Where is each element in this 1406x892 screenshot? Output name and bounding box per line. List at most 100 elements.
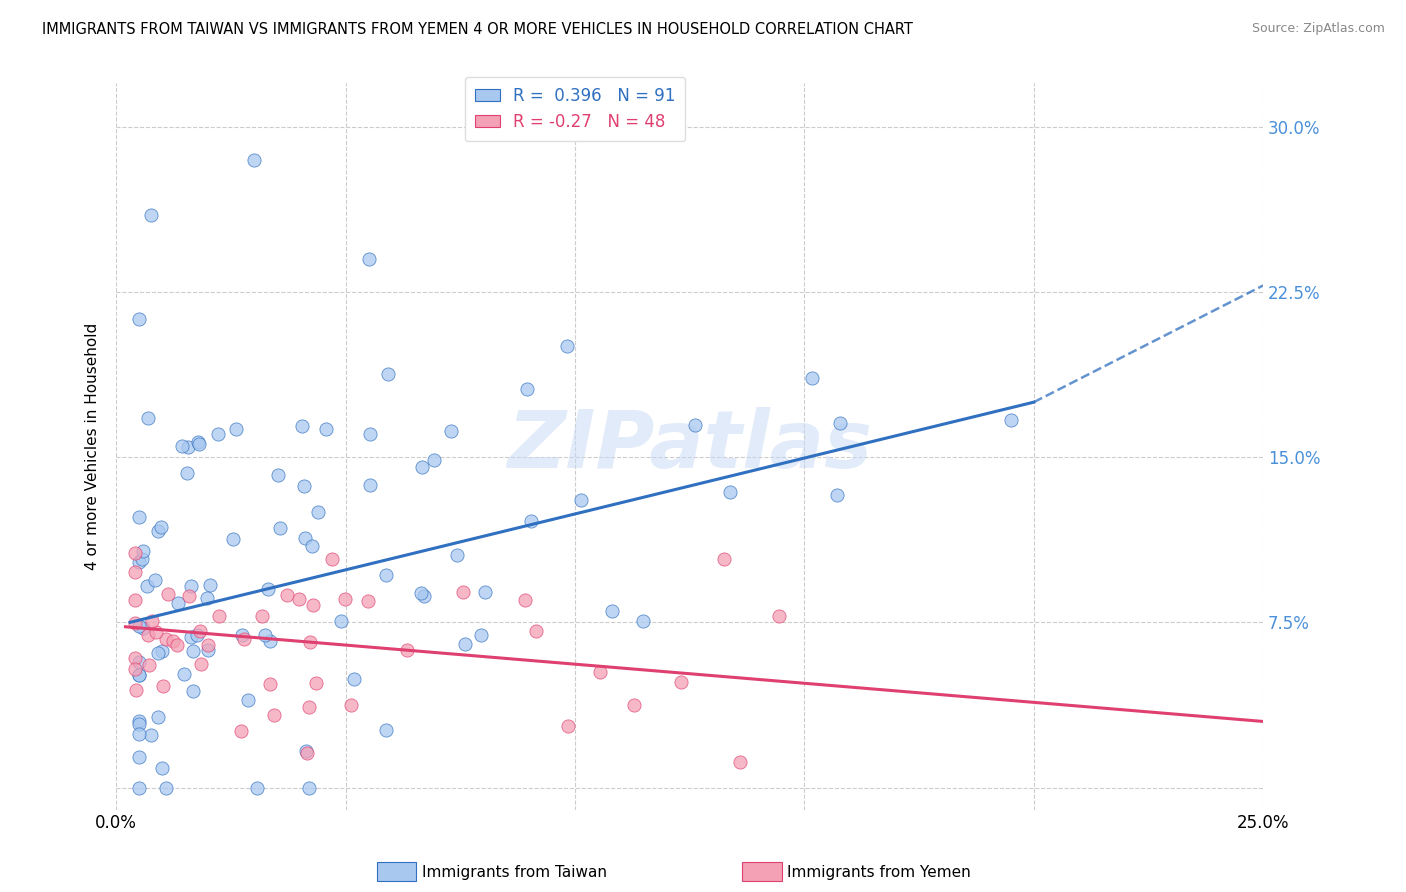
- Point: [146, 710, 169, 724]
- Point: [440, 424, 463, 438]
- Point: [730, 755, 752, 769]
- Point: [290, 418, 312, 433]
- Point: [259, 677, 281, 691]
- Point: [307, 504, 329, 518]
- Point: [162, 634, 184, 648]
- Point: [395, 643, 418, 657]
- Point: [520, 514, 543, 528]
- Legend: R =  0.396   N = 91, R = -0.27   N = 48: R = 0.396 N = 91, R = -0.27 N = 48: [465, 77, 685, 141]
- Point: [167, 596, 190, 610]
- Text: Immigrants from Taiwan: Immigrants from Taiwan: [422, 865, 607, 880]
- Point: [321, 552, 343, 566]
- Point: [124, 651, 146, 665]
- Point: [124, 593, 146, 607]
- Point: [150, 644, 173, 658]
- Point: [181, 643, 204, 657]
- Point: [555, 339, 578, 353]
- Point: [446, 548, 468, 562]
- Point: [718, 484, 741, 499]
- Point: [423, 453, 446, 467]
- Point: [225, 422, 247, 436]
- Point: [292, 479, 315, 493]
- Point: [145, 625, 167, 640]
- Point: [128, 510, 150, 524]
- Point: [669, 675, 692, 690]
- Point: [246, 780, 269, 795]
- Point: [183, 684, 205, 698]
- Point: [136, 579, 159, 593]
- Point: [569, 493, 592, 508]
- Point: [124, 662, 146, 676]
- Point: [254, 628, 277, 642]
- Point: [329, 614, 352, 628]
- Point: [197, 638, 219, 652]
- Point: [302, 598, 325, 612]
- Point: [474, 585, 496, 599]
- Point: [128, 667, 150, 681]
- Point: [377, 367, 399, 381]
- Point: [128, 714, 150, 728]
- Point: [524, 624, 547, 639]
- Point: [359, 426, 381, 441]
- Point: [231, 627, 253, 641]
- Point: [150, 520, 173, 534]
- Point: [229, 724, 252, 739]
- Point: [256, 582, 278, 597]
- Point: [513, 592, 536, 607]
- Point: [295, 743, 318, 757]
- Point: [128, 618, 150, 632]
- Point: [170, 439, 193, 453]
- Point: [827, 488, 849, 502]
- Point: [180, 579, 202, 593]
- Point: [252, 608, 274, 623]
- Point: [359, 478, 381, 492]
- Point: [188, 437, 211, 451]
- Point: [233, 632, 256, 647]
- Point: [128, 312, 150, 326]
- Point: [186, 435, 208, 450]
- Point: [340, 698, 363, 713]
- Point: [557, 719, 579, 733]
- Point: [409, 585, 432, 599]
- Point: [176, 440, 198, 454]
- Point: [186, 628, 208, 642]
- Point: [589, 665, 612, 680]
- Point: [152, 679, 174, 693]
- Point: [132, 621, 155, 635]
- Point: [150, 761, 173, 775]
- Point: [375, 723, 398, 737]
- Point: [128, 749, 150, 764]
- Point: [176, 466, 198, 480]
- Point: [197, 643, 219, 657]
- Point: [294, 531, 316, 545]
- Point: [357, 594, 380, 608]
- Point: [156, 587, 179, 601]
- Point: [138, 658, 160, 673]
- Point: [136, 410, 159, 425]
- Point: [263, 707, 285, 722]
- Point: [138, 628, 160, 642]
- Point: [1000, 413, 1022, 427]
- Point: [128, 780, 150, 795]
- Point: [298, 780, 321, 795]
- Point: [713, 551, 735, 566]
- Point: [453, 584, 475, 599]
- Point: [128, 727, 150, 741]
- Point: [623, 698, 645, 713]
- Point: [343, 672, 366, 686]
- Point: [305, 676, 328, 690]
- Text: Source: ZipAtlas.com: Source: ZipAtlas.com: [1251, 22, 1385, 36]
- Point: [374, 568, 396, 582]
- Point: [195, 591, 218, 605]
- Point: [190, 624, 212, 638]
- Point: [269, 521, 291, 535]
- Point: [141, 728, 163, 742]
- Point: [413, 589, 436, 603]
- Point: [128, 717, 150, 731]
- Point: [333, 592, 356, 607]
- Point: [357, 252, 380, 266]
- Point: [128, 555, 150, 569]
- Point: [207, 426, 229, 441]
- Point: [146, 524, 169, 539]
- Point: [801, 371, 824, 385]
